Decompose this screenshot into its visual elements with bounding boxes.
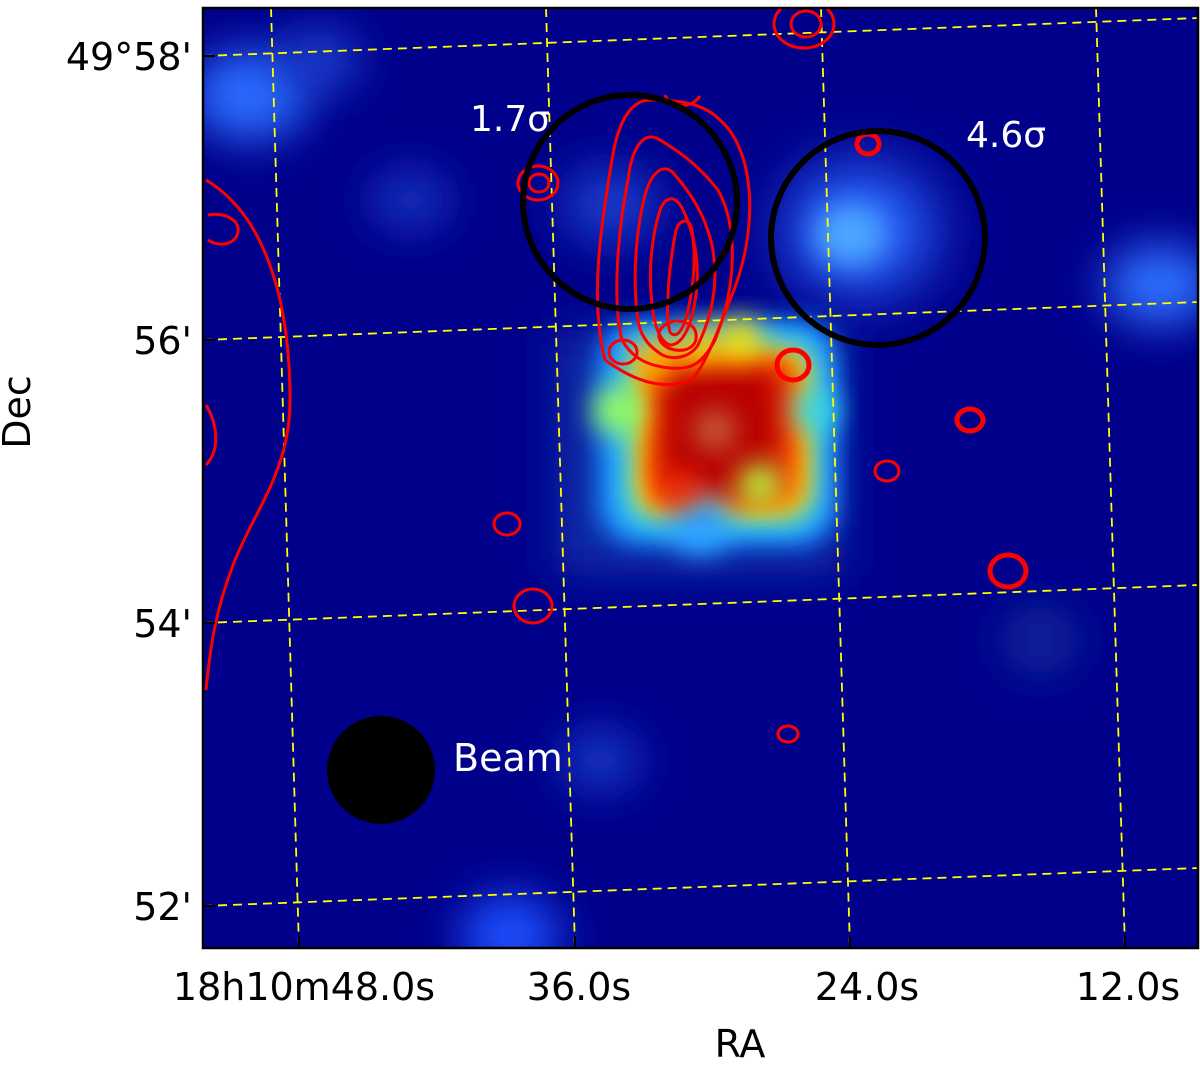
blob-right-edge (1105, 245, 1198, 325)
contour-ring-i (512, 587, 554, 625)
grid-ra-12 (1095, 8, 1126, 948)
central-source (555, 318, 845, 575)
contour-ring-j (776, 724, 800, 744)
grid-dec-56 (203, 301, 1198, 341)
coordinate-grid (203, 8, 1198, 948)
intensity-map (203, 8, 1198, 948)
y-tick-label: 49°58' (66, 35, 192, 79)
x-tick-labels: 18h10m48.0s 36.0s 24.0s 12.0s (173, 965, 1180, 1009)
blob-topleft-2 (280, 30, 360, 90)
red-contours (204, 8, 1029, 744)
beam-label: Beam (453, 736, 563, 780)
blob-midleft (370, 170, 450, 230)
y-tick-label: 56' (133, 319, 192, 363)
grid-dec-52 (203, 867, 1198, 907)
grid-dec-54 (203, 584, 1198, 624)
grid-ra-24 (820, 8, 851, 948)
y-tick-label: 52' (133, 885, 192, 929)
annotation-circle-4-6sigma (768, 128, 988, 348)
contour-ring-h (492, 511, 522, 537)
contour-ring-top-inner (789, 9, 823, 39)
contour-ring-c (774, 347, 812, 383)
tick-marks (203, 55, 1126, 948)
contour-ring-a-inner (527, 172, 551, 194)
annotation-circle-1-7sigma (520, 92, 740, 312)
blob-bottom (460, 895, 560, 948)
grid-dec-58 (203, 17, 1198, 57)
y-axis-label: Dec (0, 375, 39, 449)
x-tick-label: 12.0s (1076, 965, 1180, 1009)
x-tick-label: 36.0s (527, 965, 631, 1009)
annotation-label-1-7sigma: 1.7σ (470, 99, 550, 140)
contour-ring-e (954, 406, 986, 434)
x-axis-label: RA (715, 1022, 766, 1065)
contour-left-wave (204, 178, 292, 691)
plot-frame (201, 6, 1200, 950)
contour-left-ring (207, 212, 240, 246)
annotation-label-4-6sigma: 4.6σ (966, 115, 1046, 156)
x-tick-label: 24.0s (815, 965, 919, 1009)
grid-ra-36 (545, 8, 576, 948)
blob-46sigma-core (815, 205, 885, 265)
contour-ring-g (987, 552, 1029, 590)
beam-marker (327, 716, 435, 824)
contour-central-plume (595, 98, 752, 386)
contour-ring-b (607, 338, 639, 366)
grid-ra-48 (270, 8, 300, 948)
y-tick-label: 54' (133, 602, 192, 646)
y-tick-labels: 49°58' 56' 54' 52' (66, 35, 192, 929)
blob-topleft (203, 50, 310, 140)
blob-beam-side (560, 730, 640, 790)
contour-left-edge (204, 404, 218, 467)
contour-ring-f (873, 459, 901, 483)
blob-center-upper (560, 165, 660, 245)
blob-bottom-right (1000, 605, 1080, 675)
contour-ring-top (772, 8, 836, 50)
contour-ring-a (516, 164, 560, 202)
x-tick-label: 18h10m48.0s (173, 965, 435, 1009)
